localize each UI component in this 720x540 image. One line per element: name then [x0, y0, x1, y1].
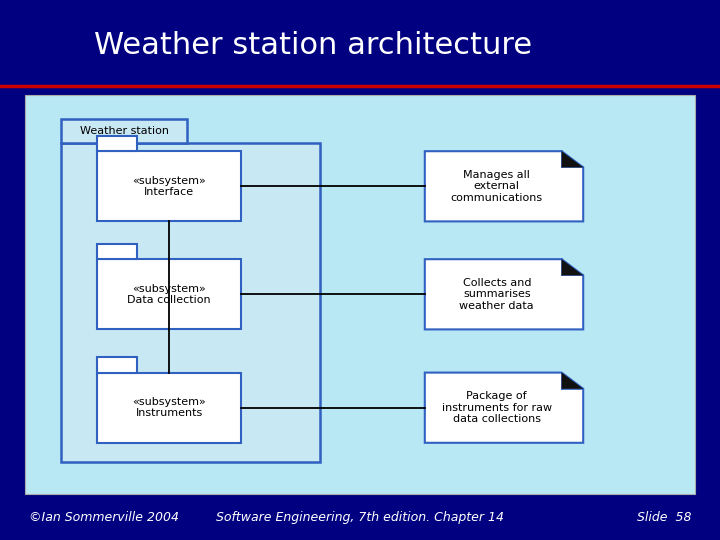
FancyBboxPatch shape	[97, 357, 137, 373]
Polygon shape	[425, 373, 583, 443]
Text: «subsystem»
Interface: «subsystem» Interface	[132, 176, 206, 197]
Polygon shape	[425, 151, 583, 221]
Text: «subsystem»
Data collection: «subsystem» Data collection	[127, 284, 211, 305]
FancyBboxPatch shape	[97, 373, 241, 443]
FancyBboxPatch shape	[25, 94, 695, 494]
Text: Software Engineering, 7th edition. Chapter 14: Software Engineering, 7th edition. Chapt…	[216, 511, 504, 524]
Text: «subsystem»
Instruments: «subsystem» Instruments	[132, 397, 206, 418]
Text: Package of
instruments for raw
data collections: Package of instruments for raw data coll…	[442, 391, 552, 424]
Text: Weather station: Weather station	[80, 126, 168, 136]
Polygon shape	[562, 151, 583, 167]
Text: Weather station architecture: Weather station architecture	[94, 31, 532, 60]
FancyBboxPatch shape	[97, 151, 241, 221]
Text: ©Ian Sommerville 2004: ©Ian Sommerville 2004	[29, 511, 179, 524]
FancyBboxPatch shape	[61, 143, 320, 462]
Polygon shape	[562, 373, 583, 389]
Text: Collects and
summarises
weather data: Collects and summarises weather data	[459, 278, 534, 311]
Polygon shape	[425, 259, 583, 329]
FancyBboxPatch shape	[97, 136, 137, 151]
Polygon shape	[562, 259, 583, 275]
Text: Slide  58: Slide 58	[636, 511, 691, 524]
FancyBboxPatch shape	[61, 119, 187, 143]
Text: Manages all
external
communications: Manages all external communications	[451, 170, 543, 203]
FancyBboxPatch shape	[97, 259, 241, 329]
FancyBboxPatch shape	[97, 244, 137, 259]
